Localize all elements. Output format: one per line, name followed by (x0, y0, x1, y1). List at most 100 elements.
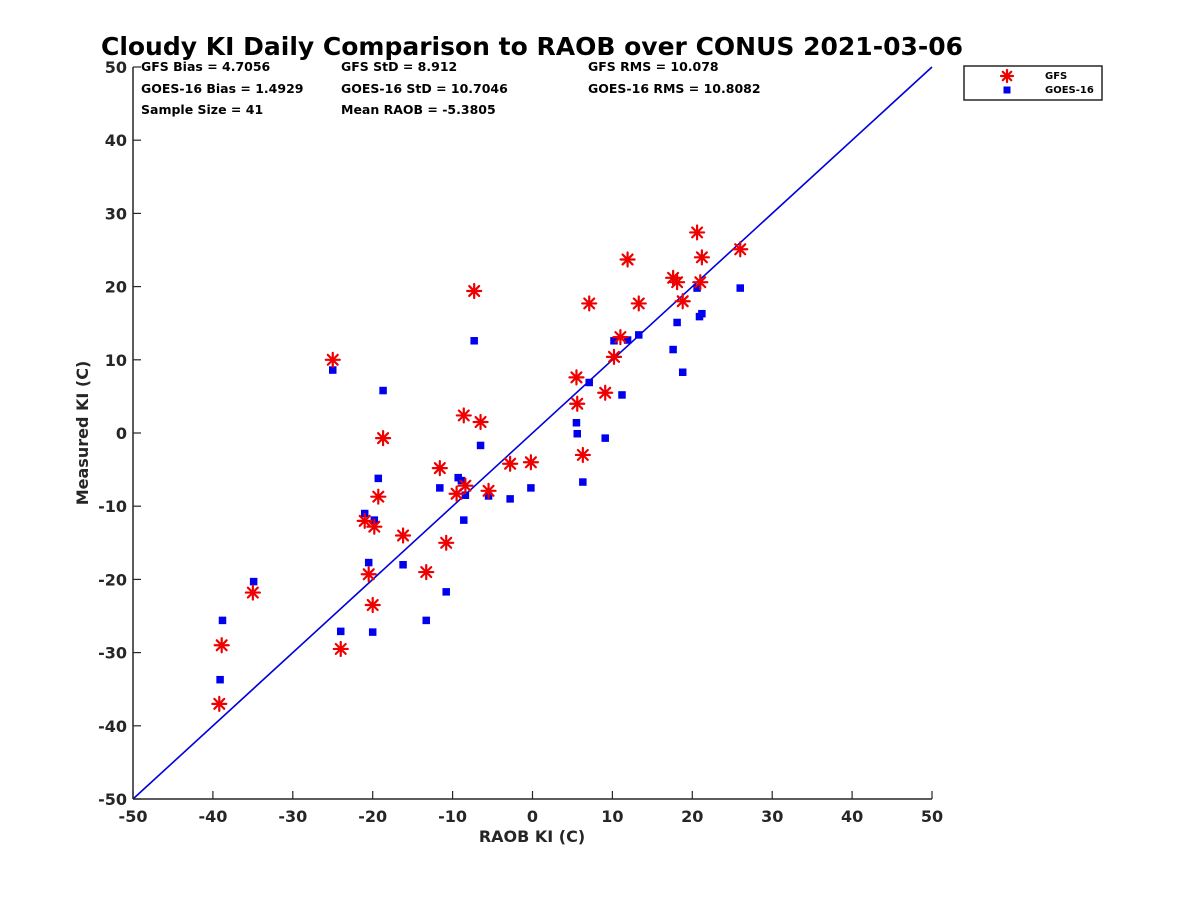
x-tick-label: -50 (119, 807, 148, 826)
x-tick-label: -10 (438, 807, 467, 826)
legend-gfs-label: GFS (1045, 71, 1067, 82)
gfs-point (669, 274, 686, 291)
y-tick-label: -40 (98, 717, 127, 736)
gfs-point (502, 455, 519, 472)
goes16-point (698, 309, 706, 318)
y-tick-label: 20 (105, 278, 127, 297)
y-tick-label: -20 (98, 570, 127, 589)
gfs-point (370, 488, 387, 505)
gfs-point (374, 430, 392, 447)
goes16-point (218, 616, 227, 625)
goes16-point (399, 561, 407, 569)
goes16-point (635, 331, 643, 339)
x-tick-label: 50 (921, 807, 943, 826)
goes16-point (506, 495, 514, 503)
legend: GFS GOES-16 (963, 65, 1103, 101)
gfs-point (431, 460, 448, 477)
y-tick-label: -10 (98, 497, 127, 516)
x-tick-label: 30 (761, 807, 783, 826)
goes16-point (336, 627, 345, 636)
goes16-point (249, 577, 258, 586)
gfs-point (605, 348, 623, 365)
gfs-point (581, 295, 598, 312)
legend-box (963, 65, 1103, 101)
legend-gfs-asterisk (999, 68, 1015, 84)
goes16-point (601, 434, 609, 442)
stat-text: Sample Size = 41 (141, 102, 263, 117)
x-tick-label: 0 (527, 807, 538, 826)
legend-gfs-marker (999, 68, 1015, 84)
stat-text: Mean RAOB = -5.3805 (341, 102, 496, 117)
goes16-point (379, 386, 387, 395)
goes16-point (436, 484, 444, 492)
x-tick-label: -20 (358, 807, 387, 826)
legend-goes16-square (1003, 86, 1011, 94)
x-tick-label: 40 (841, 807, 863, 826)
goes16-point (368, 628, 377, 636)
statistics-block: GFS Bias = 4.7056 GFS StD = 8.912 GFS RMS … (141, 59, 761, 117)
goes16-point (442, 588, 450, 596)
stat-text: GFS StD = 8.912 (341, 59, 457, 74)
stat-text: GFS Bias = 4.7056 (141, 59, 271, 74)
goes16-point (329, 366, 337, 374)
goes16-point (693, 284, 701, 292)
goes16-point (476, 441, 485, 450)
axes: -50 -40 -30 -20 -10 0 10 20 30 40 50 50 40 30 20 10 0 -10… (98, 58, 943, 826)
y-tick-label: 10 (105, 351, 127, 370)
gfs-point (522, 454, 540, 471)
goes16-point (422, 616, 430, 625)
gfs-point (630, 295, 647, 312)
goes16-point (572, 419, 581, 427)
goes16-point (216, 675, 224, 684)
stat-text: GOES-16 RMS = 10.8082 (588, 81, 761, 96)
y-tick-label: 30 (105, 204, 127, 223)
gfs-point (574, 446, 591, 464)
goes16-point (673, 318, 681, 327)
gfs-point (466, 282, 483, 300)
x-axis-label: RAOB KI (C) (479, 827, 585, 846)
goes16-point (579, 478, 587, 486)
gfs-point (674, 293, 691, 310)
goes16-point (470, 337, 478, 345)
goes16-point (460, 516, 468, 524)
reference-line (132, 66, 933, 800)
y-tick-label: -50 (98, 790, 127, 809)
gfs-point (418, 563, 435, 581)
goes16-point (527, 484, 535, 492)
goes16-point (678, 368, 687, 376)
gfs-point (324, 351, 341, 368)
gfs-point (597, 384, 614, 401)
gfs-point (211, 695, 228, 712)
data-points (211, 224, 749, 712)
x-tick-label: -40 (198, 807, 227, 826)
x-tick-label: -30 (278, 807, 307, 826)
gfs-point (213, 637, 230, 654)
goes16-point (623, 336, 632, 344)
legend-goes16-marker (1003, 86, 1011, 94)
y-tick-label: 0 (116, 424, 127, 443)
gfs-point (472, 413, 489, 431)
goes16-point (374, 474, 383, 483)
goes16-point (573, 429, 581, 438)
gfs-point (568, 369, 585, 386)
goes16-point (736, 284, 744, 292)
y-tick-label: 50 (105, 58, 127, 77)
gfs-point (438, 534, 455, 551)
gfs-point (457, 477, 474, 494)
gfs-point (366, 518, 383, 535)
gfs-point (360, 566, 377, 583)
goes16-point (669, 345, 677, 354)
gfs-point (688, 224, 706, 241)
goes16-point (610, 337, 618, 345)
gfs-point (364, 596, 381, 614)
goes16-point (364, 558, 373, 567)
gfs-point (732, 241, 749, 258)
gfs-point (692, 274, 709, 291)
y-tick-label: 40 (105, 131, 127, 150)
gfs-point (244, 584, 261, 601)
gfs-point (693, 249, 710, 266)
gfs-point (332, 640, 349, 658)
y-tick-label: -30 (98, 644, 127, 663)
reference-line-group (132, 66, 933, 800)
gfs-point (569, 395, 586, 412)
